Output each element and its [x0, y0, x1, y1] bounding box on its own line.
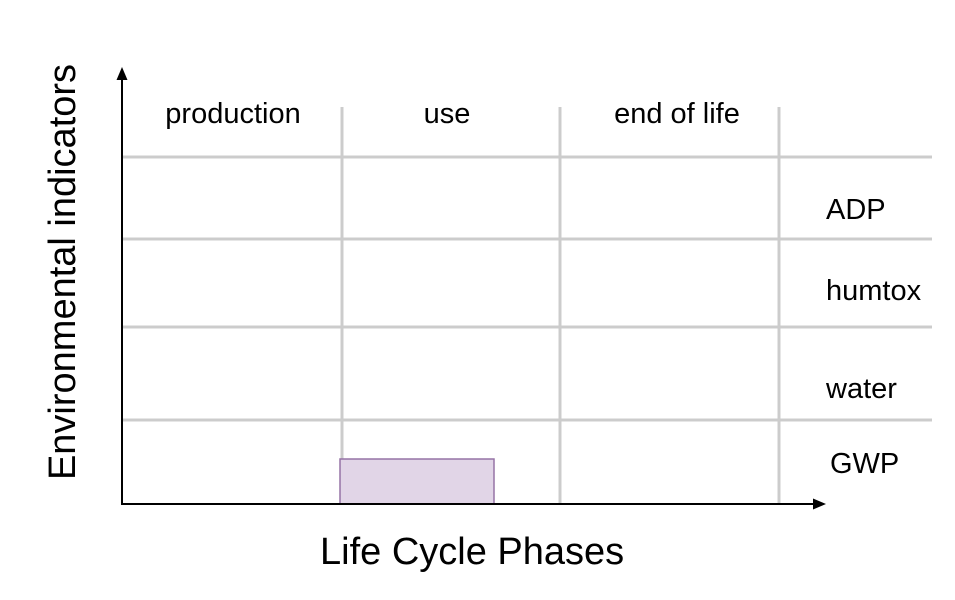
indicator-label-gwp: GWP — [830, 448, 900, 480]
phase-separators — [340, 107, 781, 505]
indicator-label-adp: ADP — [826, 194, 886, 226]
indicator-label-water: water — [826, 373, 897, 405]
phase-label-use: use — [423, 98, 471, 130]
phase-label-end-of-life: end of life — [614, 98, 740, 130]
x-axis-title: Life Cycle Phases — [320, 531, 625, 573]
row-separators — [122, 155, 932, 422]
phase-label-production: production — [165, 98, 301, 130]
y-axis-arrowhead — [116, 67, 128, 80]
highlight-bar — [339, 458, 495, 505]
x-axis-arrowhead — [813, 498, 826, 510]
y-axis-title: Environmental indicators — [42, 63, 84, 481]
axes — [116, 67, 826, 510]
indicator-label-humtox: humtox — [826, 275, 922, 307]
